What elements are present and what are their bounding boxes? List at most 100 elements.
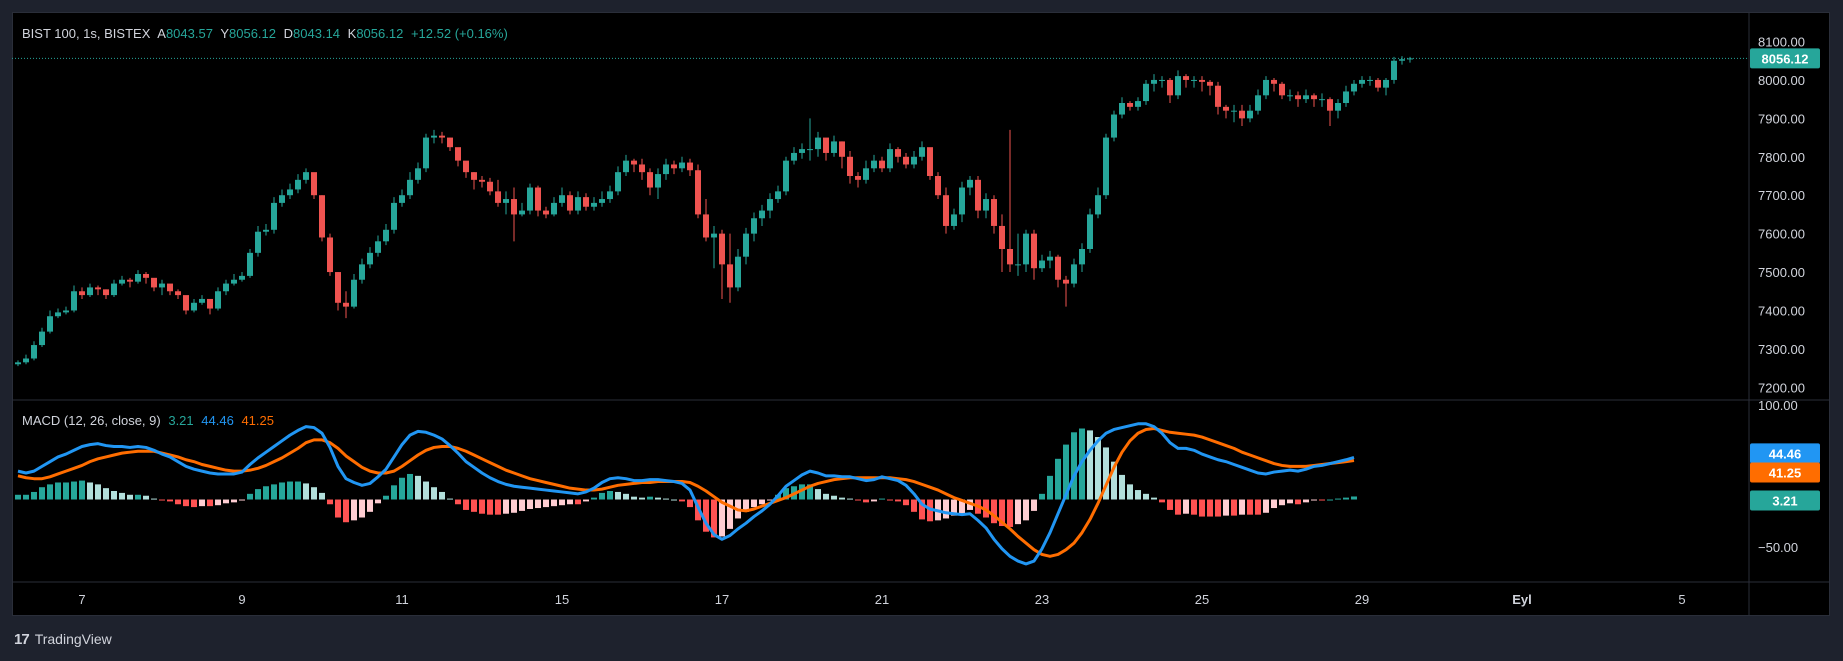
histogram-bar <box>1111 461 1117 500</box>
candle-body <box>143 273 149 278</box>
histogram-bar <box>783 488 789 500</box>
histogram-bar <box>671 499 677 501</box>
histogram-bar <box>1055 458 1061 500</box>
candle-body <box>87 287 93 296</box>
histogram-bar <box>95 484 101 500</box>
histogram-bar <box>1255 499 1261 515</box>
candle-body <box>1039 260 1045 269</box>
histogram-bar <box>559 499 565 506</box>
symbol-title[interactable]: BIST 100, 1s, BISTEX <box>22 26 151 41</box>
time-tick-label: 23 <box>1035 592 1049 607</box>
histogram-bar <box>359 499 365 518</box>
candle-body <box>1407 58 1413 60</box>
candlestick-series <box>12 56 1749 367</box>
candle-body <box>1087 214 1093 249</box>
histogram-bar <box>1063 444 1069 500</box>
candle-body <box>679 162 685 169</box>
histogram-bar <box>319 492 325 500</box>
histogram-bar <box>351 499 357 521</box>
histogram-bar <box>247 493 253 500</box>
macd-lines <box>17 422 1355 566</box>
candle-body <box>271 202 277 230</box>
histogram-bar <box>215 499 221 506</box>
histogram-bar <box>543 499 549 508</box>
time-axis[interactable]: 7 9 11 15 17 21 23 25 29 Eyl 5 <box>78 592 1685 607</box>
signal-badge: 41.25 <box>1769 465 1802 480</box>
time-tick-label: 25 <box>1195 592 1209 607</box>
histogram-bar <box>1127 484 1133 500</box>
candle-body <box>919 147 925 157</box>
candle-body <box>591 202 597 207</box>
histogram-bar <box>807 484 813 500</box>
candle-body <box>1279 83 1285 96</box>
candle-body <box>343 302 349 307</box>
histogram-bar <box>623 493 629 500</box>
candle-body <box>399 195 405 203</box>
time-tick-label: Eyl <box>1512 592 1532 607</box>
histogram-bar <box>407 473 413 500</box>
histogram-bar <box>1007 499 1013 527</box>
macd-axis[interactable]: 100.00 −50.00 <box>1758 398 1798 555</box>
histogram-bar <box>63 482 69 500</box>
histogram-bar <box>655 497 661 500</box>
candle-body <box>319 195 325 238</box>
candle-body <box>615 172 621 192</box>
candle-body <box>135 273 141 282</box>
histogram-bar <box>919 499 925 520</box>
histogram-bar <box>375 499 381 504</box>
histogram-bar <box>127 494 133 500</box>
candle-body <box>351 279 357 307</box>
histogram-bar <box>1151 497 1157 500</box>
candle-body <box>1199 79 1205 82</box>
histogram-bar <box>71 481 77 500</box>
candle-body <box>15 362 21 365</box>
macd-title[interactable]: MACD (12, 26, close, 9) <box>22 413 161 428</box>
candle-body <box>431 135 437 138</box>
candle-body <box>1343 91 1349 103</box>
candle-body <box>1119 103 1125 115</box>
candle-body <box>367 252 373 265</box>
tradingview-logo-icon[interactable]: 17 <box>14 630 30 648</box>
candle-body <box>1063 279 1069 284</box>
candle-body <box>375 241 381 253</box>
candle-body <box>775 191 781 200</box>
signal-line <box>17 427 1355 558</box>
candle-body <box>359 264 365 280</box>
candle-body <box>183 295 189 311</box>
candle-body <box>935 176 941 196</box>
candle-body <box>1007 249 1013 265</box>
histogram-bar <box>631 496 637 500</box>
time-tick-label: 21 <box>875 592 889 607</box>
histogram-bar <box>119 492 125 500</box>
histogram-bar <box>1023 499 1029 521</box>
candle-body <box>855 176 861 180</box>
histogram-bar <box>1071 432 1077 500</box>
macd-tick-label: 100.00 <box>1758 398 1798 413</box>
candle-body <box>295 179 301 190</box>
histogram-bar <box>887 499 893 501</box>
candle-body <box>407 179 413 196</box>
candle-body <box>839 141 845 157</box>
histogram-bar <box>1095 437 1101 500</box>
high-label: Y <box>220 26 230 41</box>
candle-body <box>207 298 213 309</box>
candle-body <box>1271 79 1277 84</box>
histogram-bar <box>679 499 685 502</box>
histogram-bar <box>1087 430 1093 500</box>
histogram-bar <box>879 498 885 500</box>
histogram-bar <box>103 488 109 500</box>
candle-body <box>1071 264 1077 284</box>
brand-name[interactable]: TradingView <box>34 631 112 647</box>
candle-body <box>423 137 429 169</box>
candle-body <box>1023 233 1029 265</box>
histogram-bar <box>135 494 141 500</box>
histogram-bar <box>767 499 773 501</box>
candle-body <box>823 137 829 153</box>
price-axis[interactable]: 8100.00 8000.00 7900.00 7800.00 7700.00 7600.… <box>1758 35 1805 396</box>
candle-body <box>255 231 261 253</box>
candle-body <box>247 252 253 276</box>
histogram-bar <box>223 499 229 504</box>
histogram-bar <box>743 499 749 512</box>
candle-body <box>567 195 573 211</box>
